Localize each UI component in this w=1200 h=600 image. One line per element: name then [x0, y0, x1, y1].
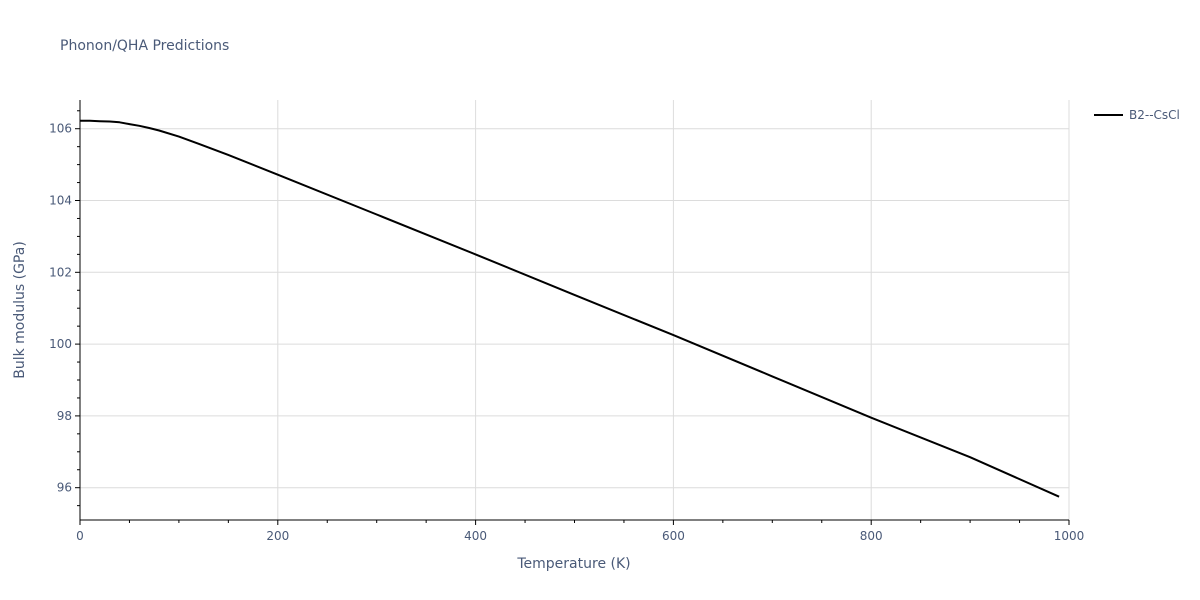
- grid: [80, 100, 1070, 520]
- y-tick-label: 100: [49, 337, 72, 351]
- y-tick-label: 106: [49, 122, 72, 136]
- y-tick-label: 96: [57, 481, 72, 495]
- y-axis-label: Bulk modulus (GPa): [12, 241, 28, 379]
- axes: [75, 100, 1070, 525]
- plot-area: [80, 119, 1060, 498]
- y-tick-label: 98: [57, 409, 72, 423]
- y-tick-label: 102: [49, 265, 72, 279]
- x-tick-label: 600: [662, 529, 685, 543]
- chart-title: Phonon/QHA Predictions: [60, 38, 229, 54]
- series-line: [80, 119, 1060, 498]
- legend[interactable]: B2--CsCl: [1094, 108, 1180, 122]
- x-tick-label: 800: [860, 529, 883, 543]
- tick-labels: 0 200 400 600 800 1000 96 98 100 102 104 106: [49, 122, 1084, 543]
- y-tick-label: 104: [49, 194, 72, 208]
- legend-label[interactable]: B2--CsCl: [1129, 108, 1180, 122]
- x-tick-label: 1000: [1054, 529, 1085, 543]
- x-tick-label: 400: [464, 529, 487, 543]
- x-tick-label: 0: [76, 529, 84, 543]
- x-axis-label: Temperature (K): [516, 556, 630, 572]
- x-tick-label: 200: [266, 529, 289, 543]
